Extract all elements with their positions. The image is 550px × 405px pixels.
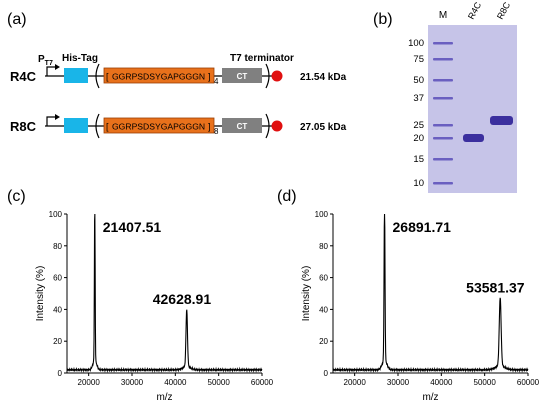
promoter-arrowhead-icon xyxy=(55,64,60,70)
bracket-open-icon xyxy=(95,113,100,139)
marker-label-15: 15 xyxy=(413,154,424,165)
y-axis-label: Intensity (%) xyxy=(301,266,312,322)
repeat-bracket-right: ] xyxy=(208,72,211,82)
repeat-sequence: GGRPSDSYGAPGGGN xyxy=(112,72,205,82)
panel-d-label: (d) xyxy=(277,188,297,205)
molecular-mass: 27.05 kDa xyxy=(300,122,347,133)
ct-label: CT xyxy=(237,72,248,81)
peak-label: 53581.37 xyxy=(466,280,525,296)
x-tick-label: 60000 xyxy=(251,378,274,387)
x-axis-label: m/z xyxy=(422,392,438,403)
y-axis-label: Intensity (%) xyxy=(35,266,46,322)
panel-a-label: (a) xyxy=(7,11,27,28)
construct-name: R8C xyxy=(10,119,37,134)
marker-label-37: 37 xyxy=(413,93,424,104)
bracket-close-icon xyxy=(265,113,270,139)
panel-b: (b) M R4C R8C 100 75 50 37 25 20 15 10 xyxy=(373,0,517,193)
marker-band xyxy=(433,42,453,45)
repeat-box xyxy=(103,117,215,134)
y-tick-label: 60 xyxy=(319,274,328,283)
repeat-count: 8 xyxy=(214,127,219,136)
ct-box xyxy=(222,68,262,83)
x-tick-label: 50000 xyxy=(474,378,497,387)
y-tick-label: 80 xyxy=(319,242,328,251)
lane-label-r8c: R8C xyxy=(495,0,513,21)
molecular-mass: 21.54 kDa xyxy=(300,72,347,83)
marker-band xyxy=(433,137,453,140)
repeat-bracket-left: [ xyxy=(106,122,109,132)
marker-label-75: 75 xyxy=(413,54,424,65)
marker-label-10: 10 xyxy=(413,178,424,189)
promoter-arrow-icon xyxy=(46,116,56,126)
repeat-count: 4 xyxy=(214,77,219,86)
x-tick-label: 30000 xyxy=(387,378,410,387)
construct-row-r8c: R8C [ GGRPSDSYGAPGGGN ] 8 CT 27.05 kDa xyxy=(10,113,347,139)
y-tick-label: 100 xyxy=(49,210,63,219)
marker-band xyxy=(433,58,453,61)
marker-label-50: 50 xyxy=(413,75,424,86)
y-tick-label: 60 xyxy=(53,274,62,283)
band-r4c xyxy=(463,134,484,142)
lane-label-marker: M xyxy=(439,10,447,21)
y-tick-label: 0 xyxy=(324,369,329,378)
spectrum-line xyxy=(332,213,529,373)
promoter-label: PT7 xyxy=(38,54,53,67)
marker-band xyxy=(433,79,453,82)
x-tick-label: 30000 xyxy=(121,378,144,387)
terminator-label: T7 terminator xyxy=(230,53,294,64)
y-tick-label: 40 xyxy=(53,305,62,314)
y-tick-label: 20 xyxy=(319,337,328,346)
marker-lane xyxy=(433,42,453,185)
y-tick-label: 40 xyxy=(319,305,328,314)
his-tag-label: His-Tag xyxy=(62,53,98,64)
panel-b-label: (b) xyxy=(373,11,393,28)
panel-c: (c) 20000 30000 40000 50000 60000 0 20 40 60 80 10… xyxy=(7,188,274,403)
his-tag-box xyxy=(64,68,88,83)
x-axis-label: m/z xyxy=(156,392,172,403)
terminator-dot-icon xyxy=(271,120,283,132)
x-tick-label: 40000 xyxy=(430,378,453,387)
panel-d: (d) 20000 30000 40000 50000 60000 0 20 40 60 80 10… xyxy=(277,188,540,403)
spectrum-line xyxy=(66,213,263,373)
band-r8c xyxy=(490,116,513,125)
his-tag-box xyxy=(64,118,88,133)
marker-label-20: 20 xyxy=(413,133,424,144)
x-tick-label: 40000 xyxy=(164,378,187,387)
repeat-bracket-left: [ xyxy=(106,72,109,82)
promoter-arrow-icon xyxy=(46,66,56,76)
y-tick-label: 80 xyxy=(53,242,62,251)
y-tick-label: 100 xyxy=(315,210,329,219)
bracket-close-icon xyxy=(265,63,270,89)
repeat-box xyxy=(103,67,215,84)
y-tick-label: 20 xyxy=(53,337,62,346)
x-tick-label: 20000 xyxy=(344,378,367,387)
marker-band xyxy=(433,124,453,127)
ct-label: CT xyxy=(237,122,248,131)
peak-label: 26891.71 xyxy=(393,219,452,235)
gel-background xyxy=(428,25,517,193)
construct-row-r4c: R4C [ GGRPSDSYGAPGGGN ] 4 CT 21.54 kDa xyxy=(10,63,347,89)
construct-name: R4C xyxy=(10,69,37,84)
x-tick-label: 60000 xyxy=(517,378,540,387)
marker-band xyxy=(433,158,453,161)
panel-a: (a) PT7 His-Tag T7 terminator R4C [ GGRP… xyxy=(7,11,347,139)
bracket-open-icon xyxy=(95,63,100,89)
promoter-arrowhead-icon xyxy=(55,114,60,120)
ct-box xyxy=(222,118,262,133)
peak-label: 42628.91 xyxy=(153,291,212,307)
marker-band xyxy=(433,182,453,185)
y-tick-label: 0 xyxy=(58,369,63,378)
panel-c-label: (c) xyxy=(7,188,26,205)
marker-label-100: 100 xyxy=(408,38,424,49)
lane-label-r4c: R4C xyxy=(466,0,484,21)
x-tick-label: 50000 xyxy=(208,378,231,387)
peak-label: 21407.51 xyxy=(103,219,162,235)
marker-label-25: 25 xyxy=(413,120,424,131)
terminator-dot-icon xyxy=(271,70,283,82)
repeat-sequence: GGRPSDSYGAPGGGN xyxy=(112,122,205,132)
repeat-bracket-right: ] xyxy=(208,122,211,132)
marker-band xyxy=(433,97,453,100)
x-tick-label: 20000 xyxy=(78,378,101,387)
